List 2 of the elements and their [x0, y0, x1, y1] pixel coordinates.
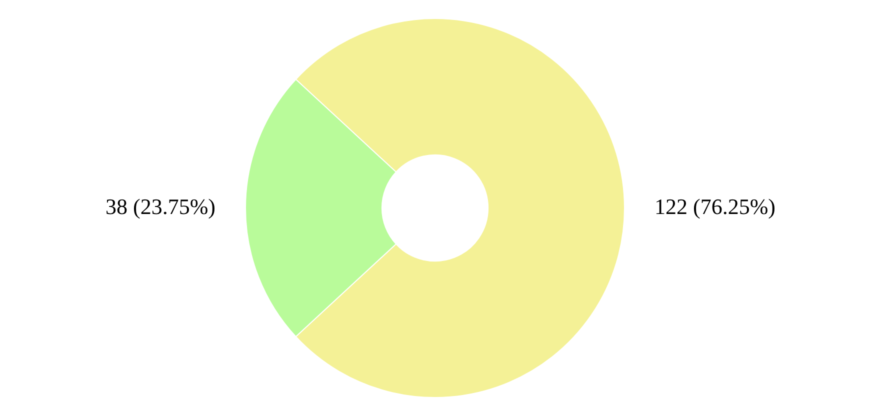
data-label: 38 (23.75%)	[106, 194, 216, 219]
data-label: 122 (76.25%)	[654, 194, 776, 219]
